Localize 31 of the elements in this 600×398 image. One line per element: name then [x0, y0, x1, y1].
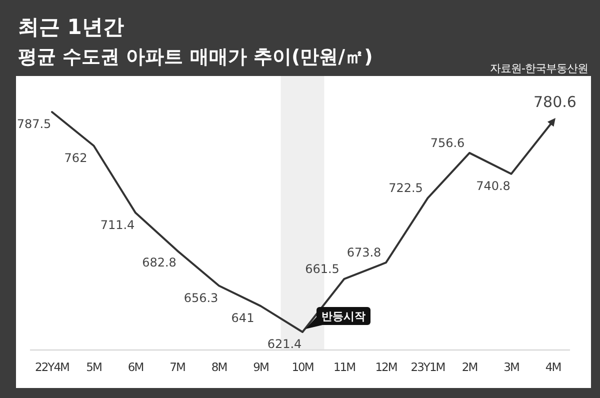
x-tick-label: 11M: [333, 360, 356, 374]
data-label: 673.8: [346, 246, 382, 260]
x-tick-label: 7M: [170, 360, 185, 374]
data-label: 661.5: [305, 262, 340, 276]
x-tick-label: 22Y4M: [35, 360, 70, 374]
data-label: 682.8: [142, 256, 176, 270]
data-label: 762: [64, 150, 88, 165]
data-label: 740.8: [476, 178, 510, 193]
x-tick-label: 2M: [462, 360, 478, 374]
x-tick-label: 12M: [375, 360, 397, 374]
x-tick-label: 23Y1M: [410, 360, 445, 374]
annotation: 반등시작: [322, 310, 366, 323]
data-label: 722.5: [388, 181, 423, 196]
x-tick-label: 4M: [545, 360, 561, 374]
x-tick-label: 3M: [504, 360, 519, 374]
data-label: 711.4: [100, 218, 135, 232]
data-label: 780.6: [534, 93, 576, 112]
chart-title: 최근 1년간: [18, 15, 124, 39]
x-tick-label: 6M: [128, 360, 144, 374]
x-tick-label: 5M: [86, 360, 102, 374]
data-label: 787.5: [16, 117, 52, 131]
note-callout: 반등시작: [306, 307, 370, 329]
x-tick-label: 8M: [211, 360, 227, 374]
text: 자료원-한국부동산원: [490, 62, 588, 75]
data-label: 756.6: [430, 136, 465, 150]
x-tick-label: 9M: [253, 360, 268, 374]
x-tick-label: 10M: [292, 360, 314, 374]
chart-subtitle: 평균 수도권 아파트 매매가 추이(만원/㎡): [18, 46, 373, 68]
data-label: 621.4: [267, 337, 302, 351]
data-label: 641: [231, 311, 254, 326]
data-label: 656.3: [184, 290, 218, 305]
